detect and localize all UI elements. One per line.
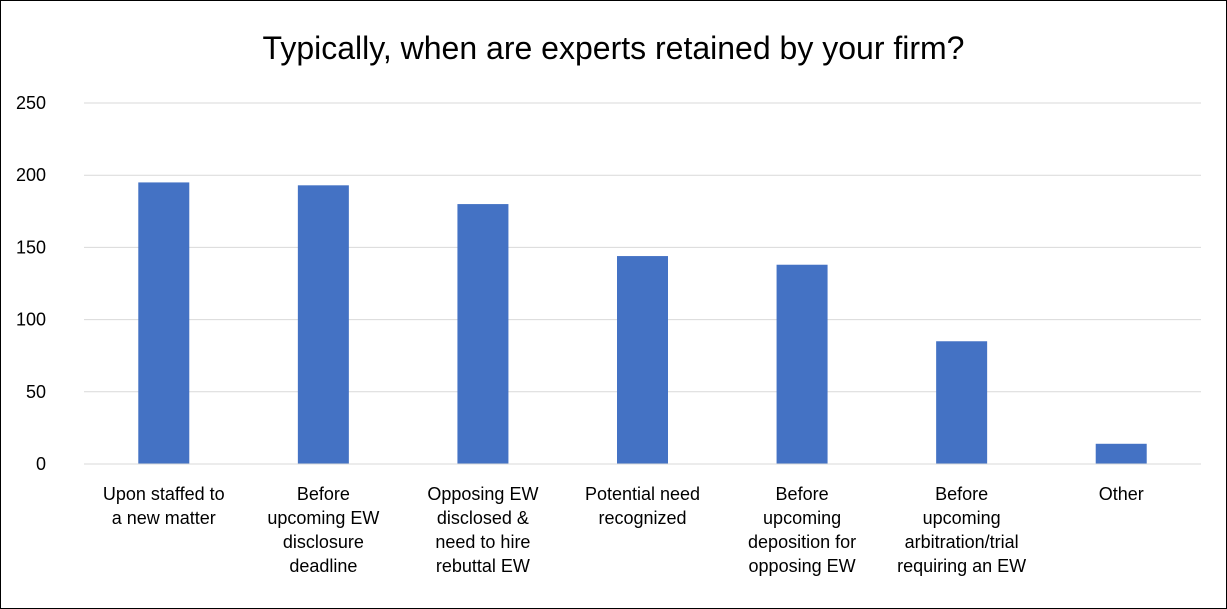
bar xyxy=(1095,443,1147,464)
bar xyxy=(457,204,509,464)
y-tick-label: 150 xyxy=(16,237,46,257)
x-tick-label: Before upcoming EW disclosure deadline xyxy=(267,484,379,576)
x-tick-label: Upon staffed to a new matter xyxy=(103,484,225,528)
y-tick-label: 100 xyxy=(16,310,46,330)
x-tick-label: Before upcoming arbitration/trial requiring… xyxy=(897,484,1026,576)
chart-title: Typically, when are experts retained by … xyxy=(262,30,965,66)
bar xyxy=(138,182,190,465)
y-tick-label: 250 xyxy=(16,93,46,113)
x-tick-label: Opposing EW disclosed & need to hire rebutt… xyxy=(427,484,538,576)
bar xyxy=(776,264,828,464)
bar xyxy=(936,341,988,464)
x-tick-label: Before upcoming deposition for opposing EW xyxy=(748,484,856,576)
y-tick-label: 50 xyxy=(26,382,46,402)
y-tick-label: 0 xyxy=(36,454,46,474)
x-tick-label: Potential need recognized xyxy=(585,484,700,528)
y-tick-label: 200 xyxy=(16,165,46,185)
bar xyxy=(297,185,349,465)
bar xyxy=(617,256,668,464)
x-tick-label: Other xyxy=(1099,484,1144,504)
